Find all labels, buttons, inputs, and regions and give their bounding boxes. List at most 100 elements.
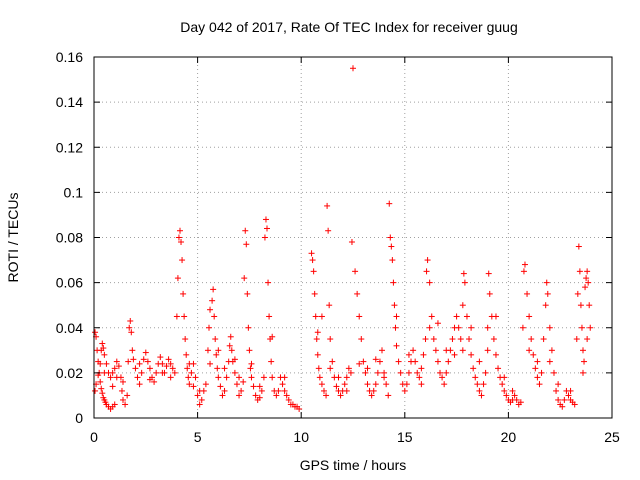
data-point [275,387,282,394]
data-point [437,369,444,376]
data-point [393,313,400,320]
data-point [213,351,220,358]
data-point [432,347,439,354]
data-point [499,381,506,388]
data-point [228,347,235,354]
data-point [266,313,273,320]
data-point [326,302,333,309]
data-point [129,347,136,354]
data-point [138,369,145,376]
data-point [140,356,147,363]
data-point [426,324,433,331]
data-point [422,336,429,343]
data-point [101,351,108,358]
data-point [188,369,195,376]
data-point [167,374,174,381]
data-point [341,381,348,388]
data-point [343,374,350,381]
data-point [571,401,578,408]
data-point [242,227,249,234]
data-point [211,313,218,320]
data-point [392,324,399,331]
data-point [314,351,321,358]
data-point [283,392,290,399]
data-point [410,347,417,354]
data-point [474,381,481,388]
data-point [379,347,386,354]
data-point [565,392,572,399]
data-point [113,374,120,381]
data-point [426,279,433,286]
data-point [169,365,176,372]
data-point [386,200,393,207]
data-point [243,241,250,248]
data-point [273,392,280,399]
data-point [520,268,527,275]
data-point [555,381,562,388]
data-point [167,360,174,367]
data-point [196,401,203,408]
data-point [269,374,276,381]
data-point [383,381,390,388]
data-point [439,374,446,381]
data-point [441,381,448,388]
data-point [521,261,528,268]
data-point [345,365,352,372]
data-point [120,378,127,385]
data-point [519,324,526,331]
data-point [180,290,187,297]
grid-lines [94,57,612,418]
data-point [414,369,421,376]
data-point [217,383,224,390]
data-point [130,356,137,363]
data-point [324,202,331,209]
data-point [451,351,458,358]
data-point [524,290,531,297]
data-point [587,324,594,331]
data-point [194,392,201,399]
data-point [122,401,129,408]
data-point [256,383,263,390]
data-point [113,358,120,365]
data-point [111,365,118,372]
data-point [403,381,410,388]
y-tick-label: 0.14 [56,94,83,110]
data-point [374,369,381,376]
data-point [219,392,226,399]
data-point [163,363,170,370]
data-point [107,374,114,381]
data-point [420,351,427,358]
data-point [434,320,441,327]
data-point [526,313,533,320]
chart-title: Day 042 of 2017, Rate Of TEC Index for r… [180,19,517,35]
data-point [486,290,493,297]
data-point [236,374,243,381]
data-point [124,392,131,399]
data-point [214,365,221,372]
data-point [586,302,593,309]
data-point [184,365,191,372]
data-point [559,403,566,410]
data-point [574,290,581,297]
data-point [492,313,499,320]
data-point [207,306,214,313]
data-point [405,369,412,376]
data-point [226,342,233,349]
y-tick-label: 0.06 [56,275,83,291]
data-point [449,336,456,343]
data-point [553,387,560,394]
data-point [578,324,585,331]
data-point [370,387,377,394]
data-point [484,347,491,354]
data-point [207,360,214,367]
data-point [327,336,334,343]
data-point [478,392,485,399]
data-point [316,374,323,381]
data-point [577,302,584,309]
data-point [391,302,398,309]
data-point [430,336,437,343]
data-point [136,360,143,367]
data-point [395,358,402,365]
data-point [347,369,354,376]
data-point [97,378,104,385]
